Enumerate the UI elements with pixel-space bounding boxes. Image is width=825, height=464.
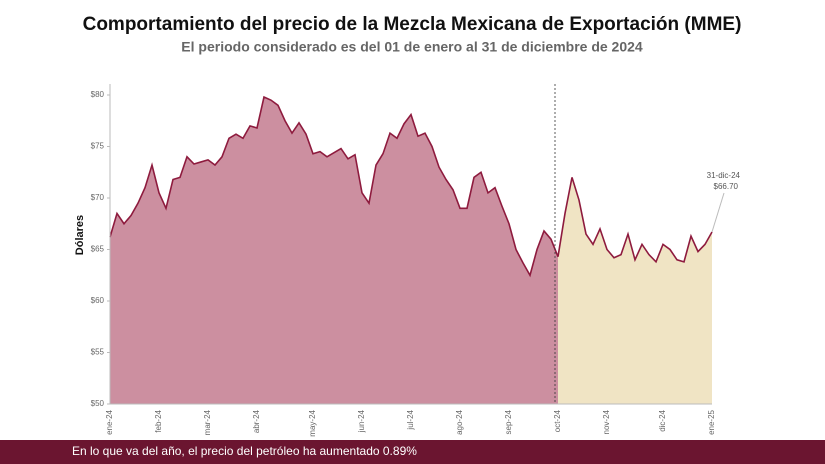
annotation-value: $66.70: [714, 182, 739, 191]
annotation-date: 31-dic-24: [707, 171, 741, 180]
x-tick-label: oct-24: [553, 409, 562, 432]
x-tick-label: mar-24: [203, 409, 212, 435]
x-tick-label: feb-24: [154, 409, 163, 432]
x-tick-label: dic-24: [658, 409, 667, 431]
y-tick-label: $65: [91, 245, 105, 254]
chart-title: Comportamiento del precio de la Mezcla M…: [83, 14, 742, 35]
y-tick-label: $60: [91, 296, 105, 305]
line: [109, 95, 559, 278]
x-tick-label: may-24: [308, 409, 317, 436]
y-tick-label: $50: [91, 399, 105, 408]
y-tick-label: $80: [91, 90, 105, 99]
x-tick-label: ago-24: [455, 409, 464, 434]
chart-subtitle: El periodo considerado es del 01 de ener…: [181, 39, 643, 55]
y-tick-label: $55: [91, 348, 105, 357]
x-tick-label: abr-24: [252, 409, 261, 433]
x-tick-label: nov-24: [602, 409, 611, 434]
annotation-leader: [711, 192, 725, 233]
x-tick-label: sep-24: [504, 409, 513, 434]
x-tick-label: ene-24: [105, 409, 114, 434]
x-tick-label: ene-25: [707, 409, 716, 434]
line: [557, 177, 713, 264]
footer-bar: [0, 440, 825, 464]
y-tick-label: $75: [91, 142, 105, 151]
area-fill: [558, 177, 712, 404]
y-tick-label: $70: [91, 193, 105, 202]
x-tick-label: jul-24: [406, 409, 415, 430]
area-fill: [110, 97, 558, 404]
footer-text: En lo que va del año, el precio del petr…: [72, 444, 417, 458]
y-axis-label: Dólares: [74, 215, 86, 255]
x-tick-label: jun-24: [357, 409, 366, 433]
